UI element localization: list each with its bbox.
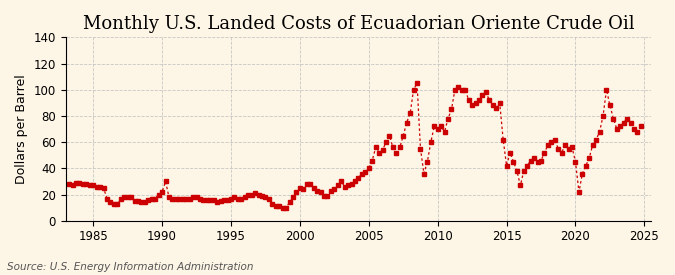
- Title: Monthly U.S. Landed Costs of Ecuadorian Oriente Crude Oil: Monthly U.S. Landed Costs of Ecuadorian …: [82, 15, 634, 33]
- Y-axis label: Dollars per Barrel: Dollars per Barrel: [15, 74, 28, 184]
- Text: Source: U.S. Energy Information Administration: Source: U.S. Energy Information Administ…: [7, 262, 253, 272]
